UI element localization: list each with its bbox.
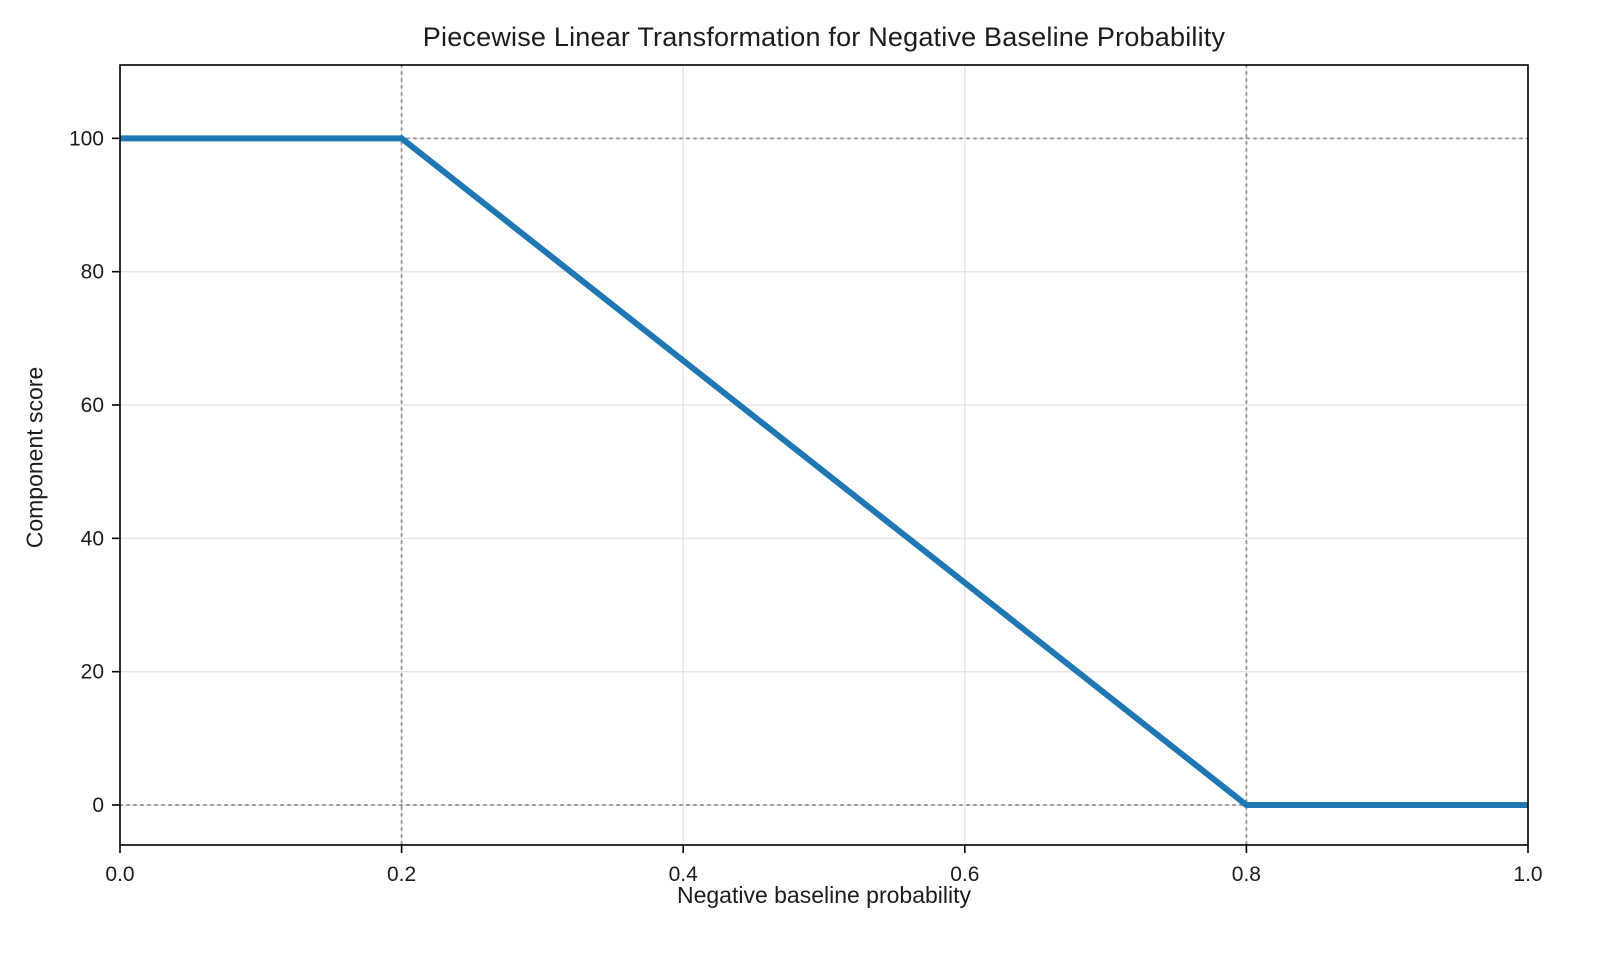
x-tick-label: 0.6	[950, 863, 979, 886]
plot-border	[119, 64, 1529, 846]
y-tick-label: 40	[81, 527, 104, 550]
x-tick-label: 0.2	[387, 863, 416, 886]
y-tick-label: 0	[92, 794, 104, 817]
x-axis-label: Negative baseline probability	[676, 882, 972, 908]
x-tick-label: 0.0	[105, 863, 134, 886]
chart-title: Piecewise Linear Transformation for Nega…	[422, 22, 1226, 52]
y-tick-label: 80	[81, 261, 104, 284]
y-axis-label: Component score	[21, 366, 48, 549]
x-tick-label: 1.0	[1513, 863, 1542, 886]
x-tick-label: 0.4	[669, 863, 699, 886]
y-tick-label: 100	[69, 127, 104, 150]
data-line-component-score	[120, 135, 1528, 808]
y-tick-label: 20	[81, 661, 104, 684]
y-tick-label: 60	[81, 394, 104, 417]
x-tick-label: 0.8	[1232, 863, 1261, 886]
